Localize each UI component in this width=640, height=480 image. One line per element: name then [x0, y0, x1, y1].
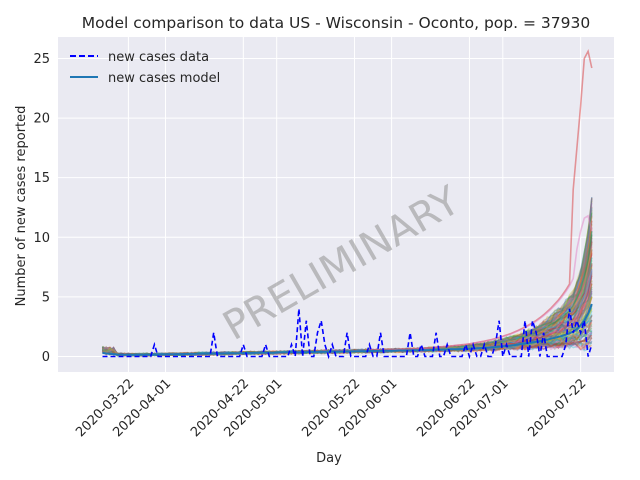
ensemble-trajectory: [102, 337, 593, 357]
chart-title: Model comparison to data US - Wisconsin …: [82, 14, 590, 32]
y-tick-label: 5: [42, 290, 50, 305]
series-line-model: [102, 303, 593, 356]
series-line-data: [102, 308, 593, 360]
ensemble-trajectory: [102, 230, 593, 357]
y-tick-label: 25: [33, 52, 50, 67]
plot-area: [58, 37, 614, 372]
legend: new cases data new cases model: [70, 50, 220, 86]
y-tick-label: 15: [33, 171, 50, 186]
y-axis-title: Number of new cases reported: [14, 106, 29, 307]
y-tick-label: 10: [33, 231, 50, 246]
grid: [58, 37, 614, 372]
y-tick-label: 0: [42, 350, 50, 365]
ensemble-trajectory: [101, 254, 593, 357]
legend-label-model: new cases model: [108, 71, 220, 86]
legend-label-data: new cases data: [108, 50, 209, 65]
series-group: [102, 303, 593, 360]
x-axis-title: Day: [316, 451, 342, 466]
y-tick-label: 20: [33, 112, 50, 127]
ensemble-trajectory: [102, 265, 593, 357]
ensemble-trajectory: [102, 338, 593, 357]
ensemble-trajectory: [102, 213, 593, 357]
y-axis-ticks: 0 5 10 15 20 25: [33, 52, 50, 365]
